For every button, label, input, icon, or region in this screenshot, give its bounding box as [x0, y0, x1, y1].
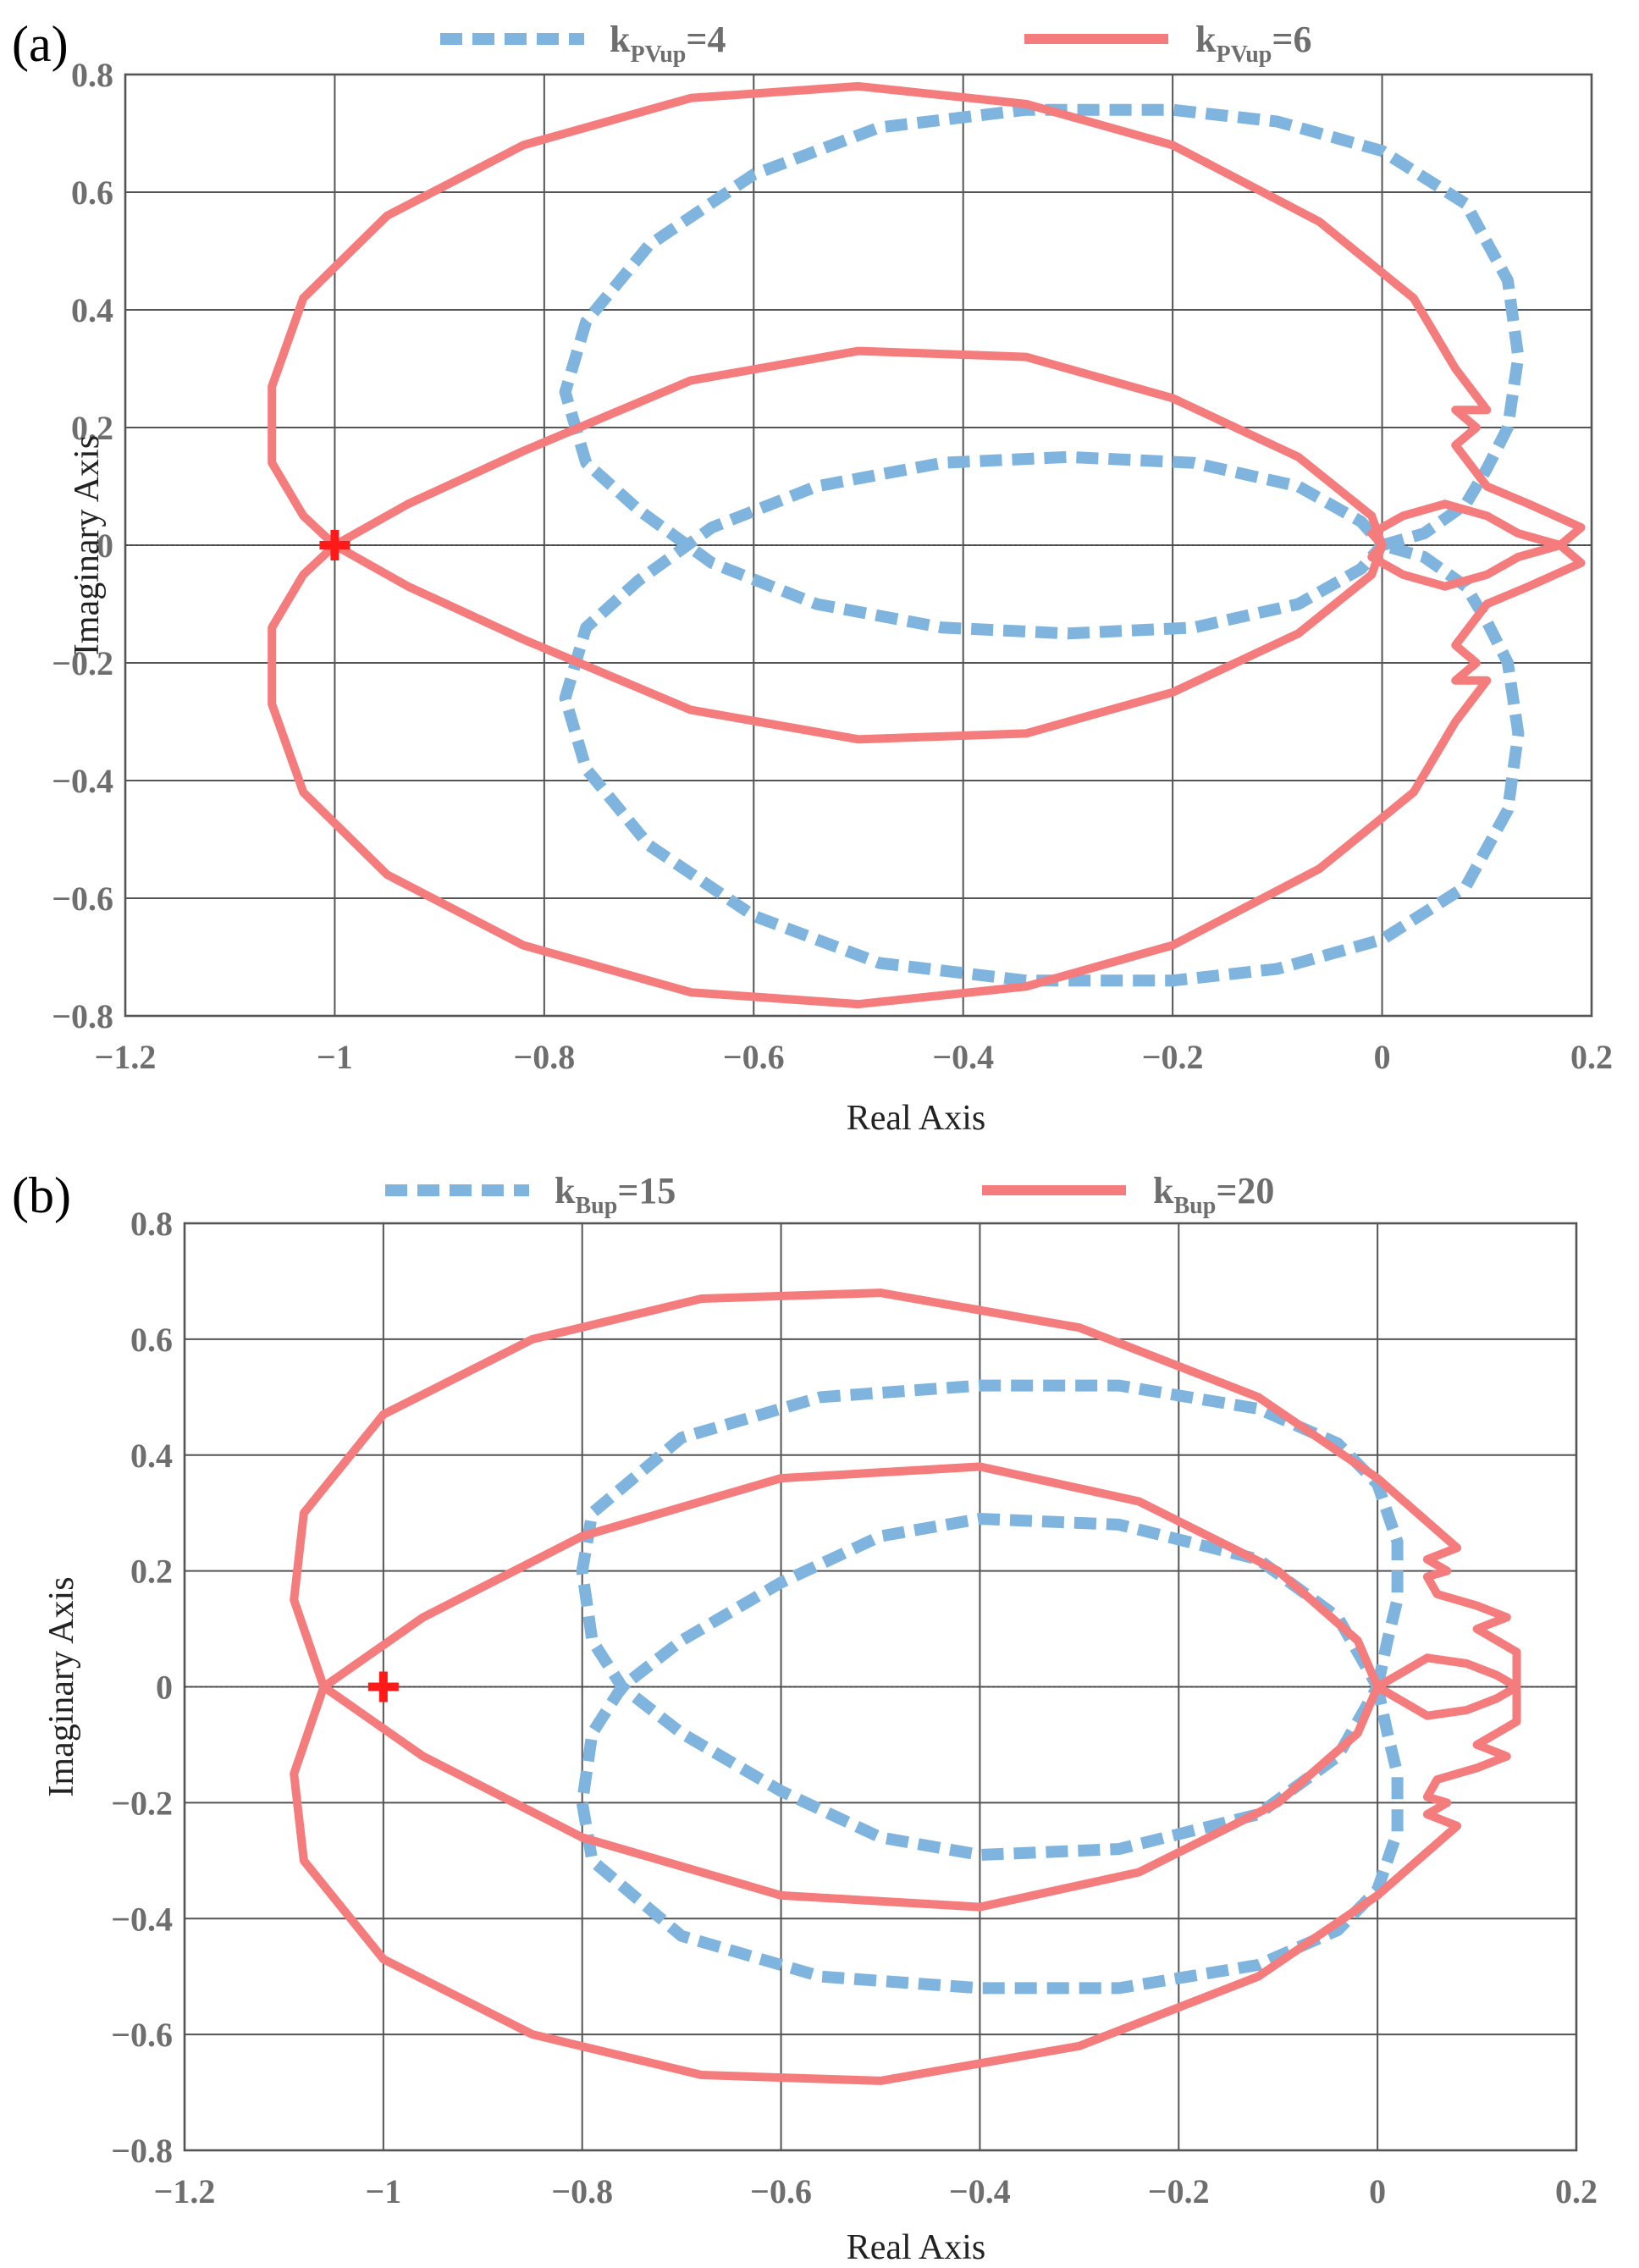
x-tick-label: 0.2 — [1570, 1038, 1613, 1076]
x-tick-label: 0 — [1369, 2172, 1386, 2210]
x-tick-label: −0.6 — [750, 2172, 812, 2210]
x-tick-label: 0.2 — [1555, 2172, 1598, 2210]
y-axis-label: Imaginary Axis — [42, 1576, 81, 1796]
grid — [183, 1222, 1578, 2152]
legend-label: kBup=20 — [1153, 1170, 1274, 1219]
y-tick-label: 0 — [97, 527, 113, 565]
y-tick-label: 0.8 — [130, 1205, 173, 1243]
y-tick-label: −0.2 — [111, 1784, 173, 1822]
y-tick-label: −0.6 — [111, 2016, 173, 2054]
x-tick-label: −1.2 — [95, 1038, 157, 1076]
x-tick-label: −0.4 — [932, 1038, 994, 1076]
x-tick-label: −1.2 — [154, 2172, 216, 2210]
y-tick-label: 0.6 — [130, 1321, 173, 1359]
y-tick-label: −0.2 — [52, 644, 113, 682]
series-line — [290, 1289, 1521, 2085]
y-tick-label: 0.8 — [71, 56, 113, 94]
legend: kPVup=4 kPVup=6 — [440, 19, 1311, 68]
x-tick-label: −1 — [365, 2172, 401, 2210]
x-tick-label: −0.4 — [949, 2172, 1011, 2210]
y-tick-label: −0.6 — [52, 880, 113, 918]
x-tick-label: −0.8 — [551, 2172, 613, 2210]
nyquist-chart-b: (b) −1.2 −1 −0.8 −0.6 −0.4 −0.2 0 0.2 −0.8−0.6−… — [12, 1167, 1598, 2267]
y-tick-label: 0.4 — [71, 291, 113, 329]
y-tick-label: −0.4 — [52, 762, 113, 800]
y-tick-label: −0.4 — [111, 1900, 173, 1938]
x-tick-label: −0.8 — [513, 1038, 575, 1076]
x-tick-label: −0.2 — [1142, 1038, 1204, 1076]
x-axis-label: Real Axis — [847, 2228, 986, 2267]
y-tick-labels: −0.8 −0.6 −0.4 −0.2 0 0.2 0.4 0.6 0.8 — [111, 1205, 173, 2170]
grid — [124, 73, 1593, 1018]
x-tick-label: 0 — [1374, 1038, 1391, 1076]
legend-label: kBup=15 — [555, 1170, 676, 1219]
nyquist-chart-a: (a) −1.2 −1 −0.8 −0.6 −0.4 −0.2 0 0.2 −0.8−0.6−… — [12, 16, 1613, 1138]
y-tick-label: 0.2 — [71, 409, 113, 447]
y-tick-label: −0.8 — [111, 2132, 173, 2170]
critical-point-marker — [319, 530, 350, 560]
panel-label: (a) — [12, 16, 69, 72]
y-axis-label: Imaginary Axis — [68, 435, 107, 655]
x-tick-label: −0.2 — [1148, 2172, 1210, 2210]
legend-label: kPVup=4 — [610, 19, 726, 68]
curves — [268, 81, 1586, 1009]
y-tick-label: 0 — [156, 1669, 173, 1707]
x-tick-labels: −1.2 −1 −0.8 −0.6 −0.4 −0.2 0 0.2 — [95, 1038, 1613, 1076]
y-tick-labels: −0.8 −0.6 −0.4 −0.2 0 0.2 0.4 0.6 0.8 — [52, 56, 113, 1035]
curves — [290, 1289, 1521, 2085]
x-axis-label: Real Axis — [847, 1099, 986, 1138]
y-tick-label: −0.8 — [52, 997, 113, 1035]
x-tick-labels: −1.2 −1 −0.8 −0.6 −0.4 −0.2 0 0.2 — [154, 2172, 1598, 2210]
legend-label: kPVup=6 — [1195, 19, 1311, 68]
y-tick-label: 0.6 — [71, 174, 113, 212]
legend: kBup=15 kBup=20 — [385, 1170, 1274, 1219]
series-line — [268, 81, 1586, 1009]
critical-point-marker — [367, 1671, 399, 1702]
x-tick-label: −0.6 — [723, 1038, 785, 1076]
y-tick-label: 0.2 — [130, 1553, 173, 1591]
panel-label: (b) — [12, 1167, 71, 1223]
x-tick-label: −1 — [317, 1038, 353, 1076]
y-tick-label: 0.4 — [130, 1437, 173, 1475]
